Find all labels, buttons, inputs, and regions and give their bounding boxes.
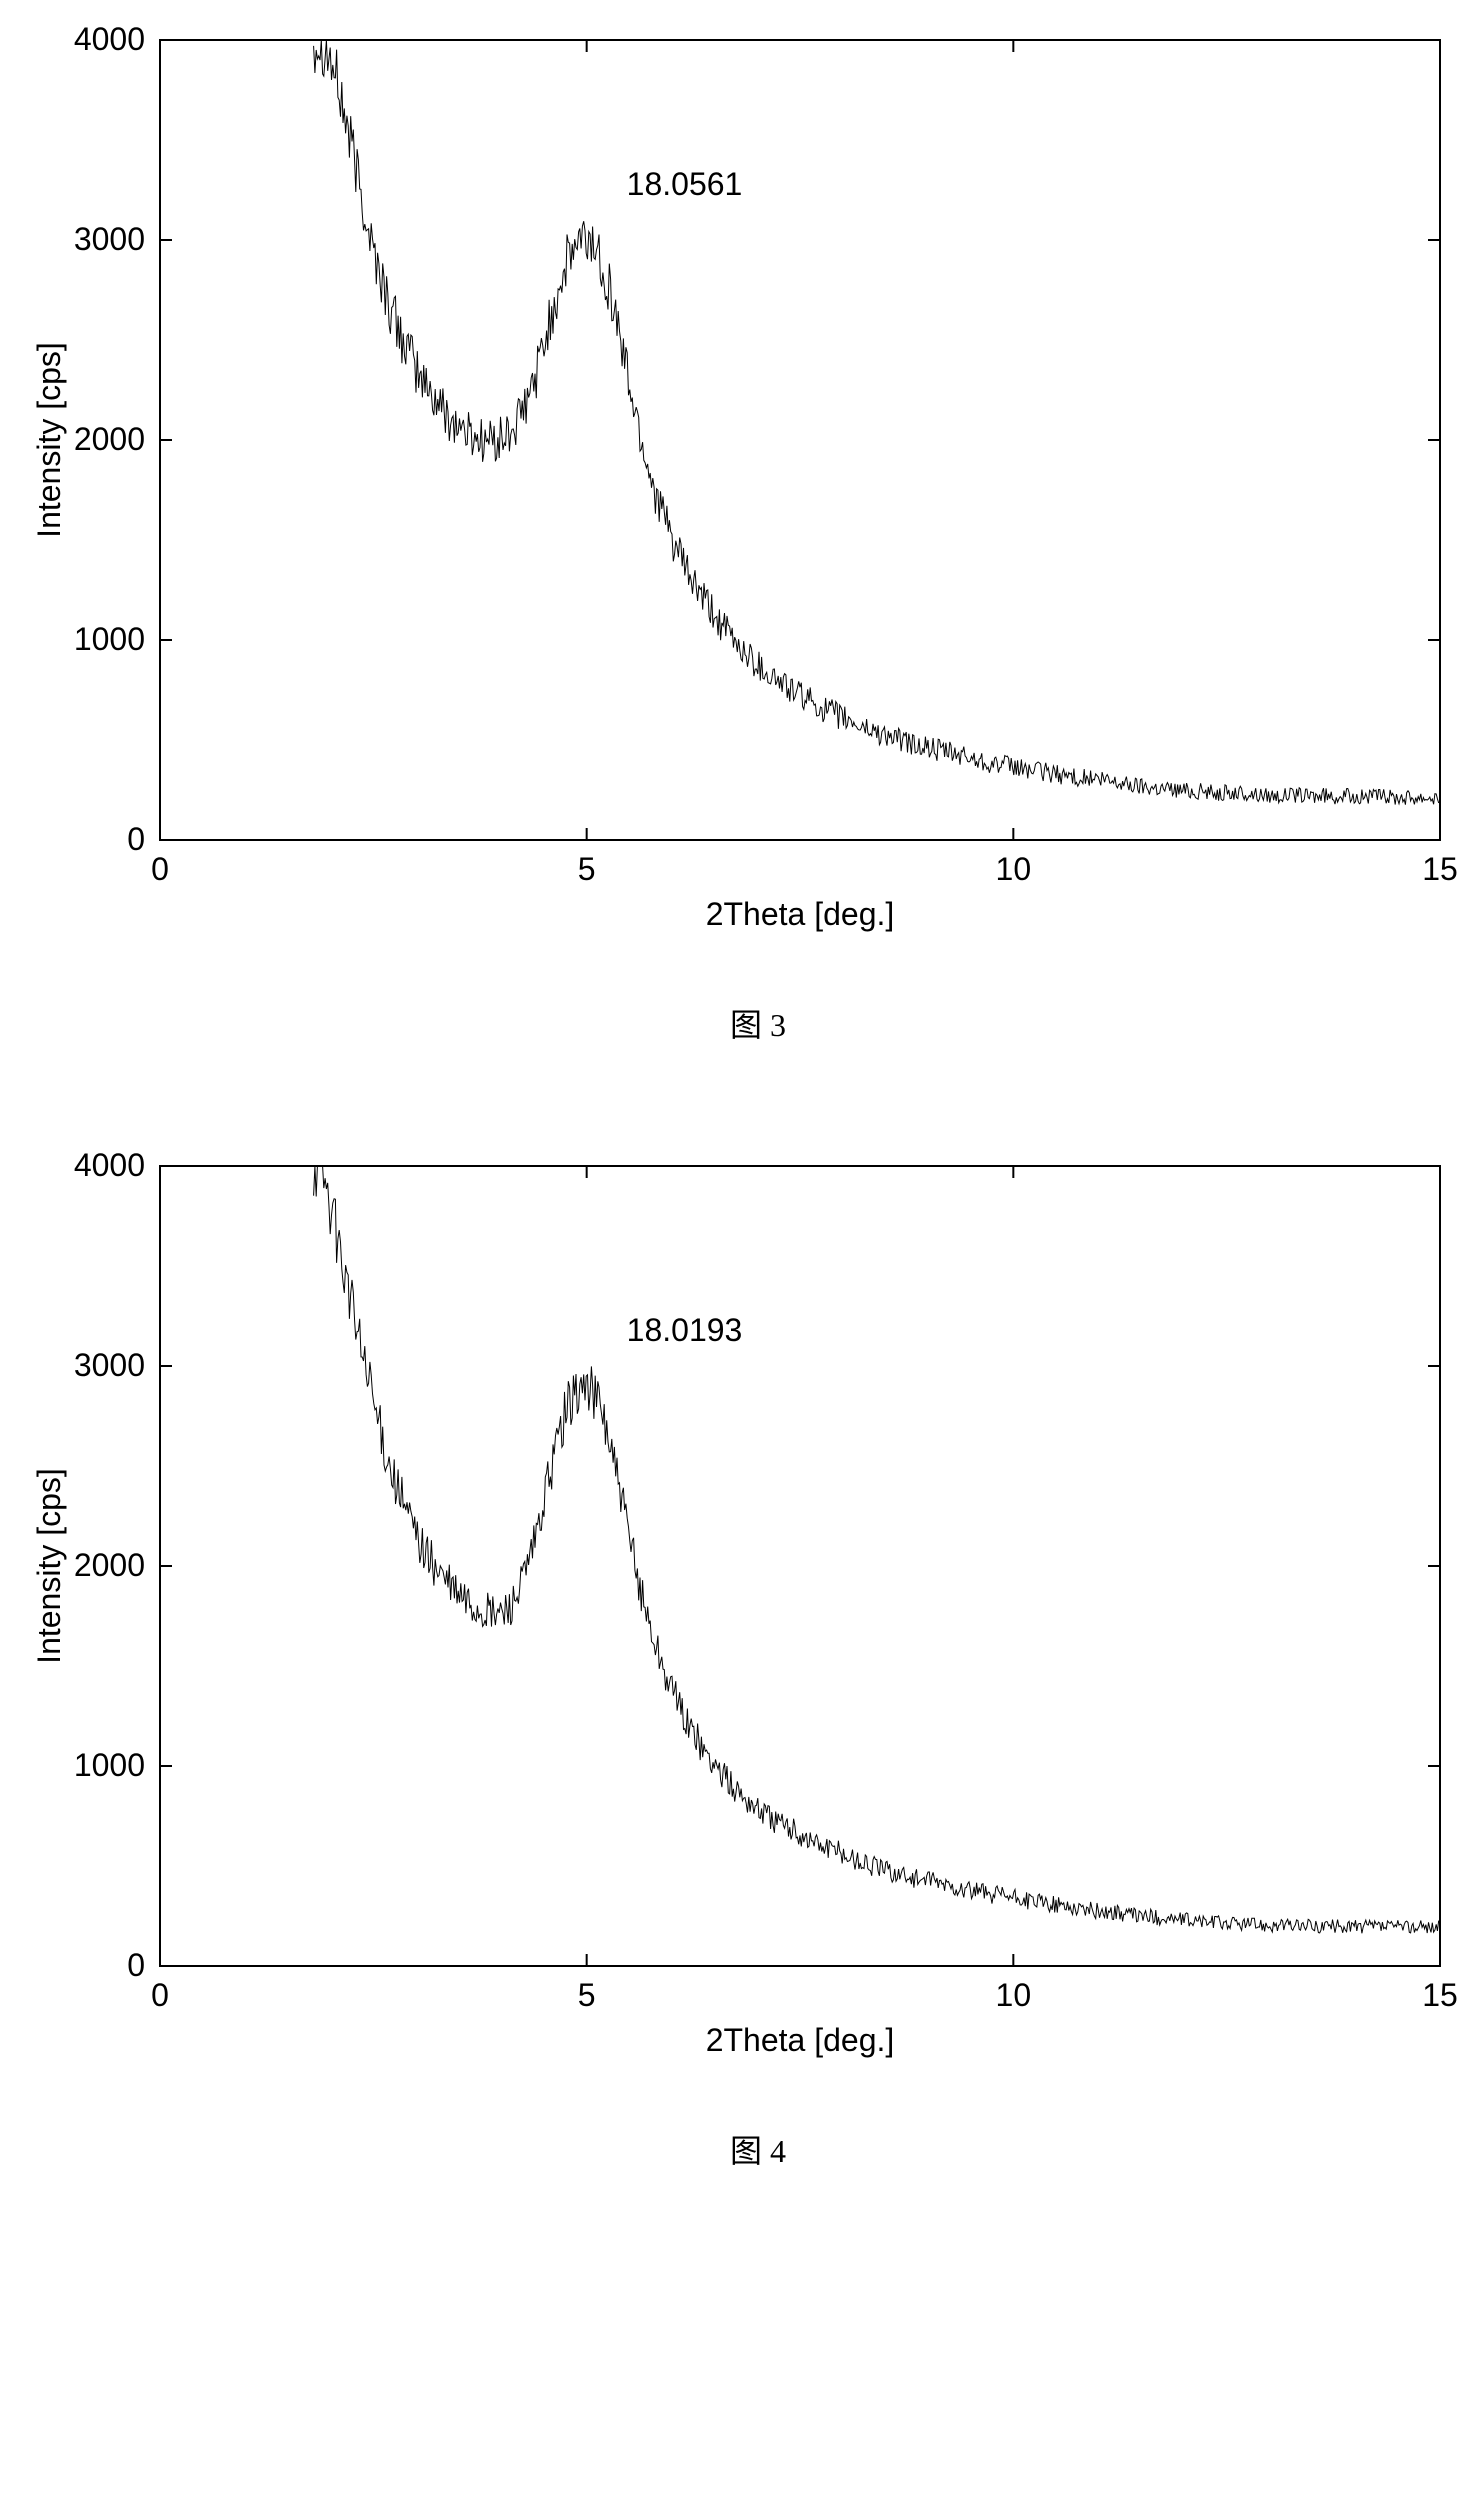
page-container: 051015010002000300040002Theta [deg.]Inte… (20, 20, 1476, 2172)
svg-text:4000: 4000 (74, 1147, 145, 1183)
chart-1-container: 0 5 10 15 0 1000 2000 3000 4000 2Theta [deg.] Inte… (20, 20, 1476, 1046)
chart-1-svg: 0 5 10 15 0 1000 2000 3000 4000 2Theta [deg.] Inte… (20, 20, 1476, 940)
svg-text:Intensity [cps]: Intensity [cps] (31, 1468, 67, 1664)
svg-text:5: 5 (578, 851, 596, 887)
svg-text:0: 0 (151, 851, 169, 887)
svg-text:5: 5 (578, 1977, 596, 2013)
svg-text:2Theta [deg.]: 2Theta [deg.] (706, 896, 895, 932)
svg-text:18.0561: 18.0561 (627, 166, 743, 202)
svg-text:10: 10 (996, 1977, 1032, 2013)
svg-text:0: 0 (127, 1947, 145, 1983)
chart-1-caption: 图 3 (20, 1000, 1476, 1046)
svg-text:2000: 2000 (74, 421, 145, 457)
chart-2-svg: 0 5 10 15 0 1000 2000 3000 4000 2Theta [deg.] Inte… (20, 1146, 1476, 2066)
svg-text:15: 15 (1422, 851, 1458, 887)
svg-text:0: 0 (151, 1977, 169, 2013)
svg-text:3000: 3000 (74, 221, 145, 257)
chart-2-caption: 图 4 (20, 2126, 1476, 2172)
chart-2-container: 0 5 10 15 0 1000 2000 3000 4000 2Theta [deg.] Inte… (20, 1146, 1476, 2172)
svg-text:0: 0 (127, 821, 145, 857)
svg-text:1000: 1000 (74, 621, 145, 657)
svg-text:18.0193: 18.0193 (627, 1312, 743, 1348)
svg-text:2000: 2000 (74, 1547, 145, 1583)
svg-text:1000: 1000 (74, 1747, 145, 1783)
svg-text:Intensity [cps]: Intensity [cps] (31, 342, 67, 538)
svg-text:2Theta [deg.]: 2Theta [deg.] (706, 2022, 895, 2058)
svg-text:15: 15 (1422, 1977, 1458, 2013)
svg-text:4000: 4000 (74, 21, 145, 57)
svg-text:10: 10 (996, 851, 1032, 887)
svg-text:3000: 3000 (74, 1347, 145, 1383)
